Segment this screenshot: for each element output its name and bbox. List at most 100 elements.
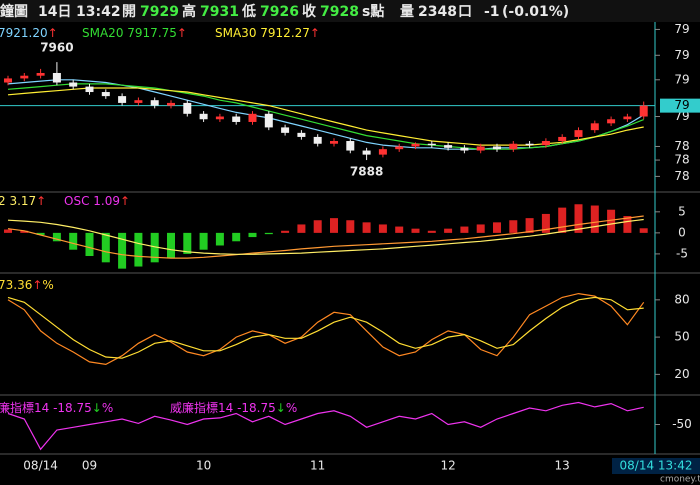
legend-value: 威廉指標14 -18.75 [170, 400, 276, 415]
osc-bar [20, 230, 29, 233]
candle-body [215, 116, 224, 120]
candle-body [330, 141, 338, 144]
legend-name: SMA20 [82, 26, 123, 40]
osc-bar [101, 232, 110, 263]
candle-body [607, 119, 616, 124]
osc-bar [199, 232, 208, 250]
volume-label: 量 [400, 4, 414, 20]
arrow: ↑ [310, 26, 320, 40]
y-tick-label: 78 [674, 153, 689, 167]
osc-bar [509, 220, 518, 233]
series-line [7, 401, 644, 451]
candle-body [525, 143, 534, 146]
candle-body [36, 72, 45, 76]
osc-bar [460, 226, 469, 233]
series-line [7, 79, 645, 150]
candle-body [69, 82, 78, 87]
osc-bar [118, 232, 127, 269]
legend-suffix: % [286, 401, 297, 415]
field-value: 7926 [260, 4, 299, 20]
candle-body [118, 96, 127, 103]
legend-value: 7921.20 [0, 26, 48, 40]
header-title: 鐘圖 [0, 3, 28, 20]
candle-body [264, 113, 273, 128]
y-tick-label: 80 [674, 292, 689, 306]
osc-bar [281, 230, 290, 233]
candle-body [427, 143, 436, 146]
arrow: ↑ [120, 194, 130, 208]
osc-bar [330, 218, 338, 233]
candle-body [297, 132, 306, 137]
unit: s點 [362, 3, 384, 20]
candle-body [378, 149, 387, 155]
x-tick-label: 13 [555, 459, 570, 473]
y-tick-label: 79 [674, 48, 689, 62]
legend-value: OSC 1.09 [64, 194, 120, 208]
x-tick-label: 12 [440, 459, 455, 473]
osc-bar [607, 209, 616, 233]
candle-body [362, 150, 371, 155]
osc-bar [574, 204, 583, 233]
arrow: ↑ [177, 26, 187, 40]
volume: 2348 [418, 4, 457, 20]
y-tick-label: -50 [672, 417, 692, 431]
candle-body [52, 72, 61, 83]
y-tick-label: 78 [674, 169, 689, 183]
osc-bar [590, 205, 599, 233]
y-tick-label: 78 [674, 139, 689, 153]
candle-body [574, 130, 583, 137]
osc-bar [362, 222, 371, 233]
y-tick-label: 79 [674, 22, 689, 36]
annotation: 7960 [40, 41, 73, 55]
cursor-box [612, 458, 700, 474]
osc-bar [639, 228, 648, 233]
candle-body [541, 141, 550, 146]
osc-bar [52, 232, 61, 242]
candle-body [4, 78, 12, 83]
legend-name: SMA30 [215, 26, 256, 40]
arrow: ↑ [48, 26, 58, 40]
osc-bar [558, 207, 567, 233]
candle-body [248, 113, 257, 122]
field-label: 收 [302, 3, 317, 20]
candle-body [346, 141, 355, 151]
watermark: cmoney.tw [660, 475, 700, 485]
legend: 7921.20↑ SMA20 7917.75↑ SMA30 7912.27↑ [0, 26, 320, 40]
legend-value: 73.36 [0, 278, 32, 292]
candle-body [232, 116, 241, 122]
field-label: 高 [182, 3, 196, 20]
candle-body [20, 75, 29, 79]
osc-bar [150, 232, 159, 263]
y-tick-label: 5 [678, 204, 686, 218]
x-tick-label: 09 [82, 459, 97, 473]
header-day: 14日 [38, 4, 71, 20]
candle-body [134, 100, 143, 103]
current-price-label: 79 [674, 98, 689, 112]
osc-bar [541, 213, 550, 233]
series-line [7, 87, 644, 146]
osc-bar [427, 230, 436, 233]
candle-body [281, 127, 290, 133]
osc-bar [232, 232, 241, 242]
legend-value: 廉指標14 -18.75 [0, 400, 92, 415]
arrow: ↑ [36, 194, 46, 208]
osc-bar [248, 232, 257, 238]
osc-bar [297, 224, 306, 233]
osc-bar [378, 224, 387, 233]
series-line [7, 292, 645, 366]
header-time: 13:42 [76, 4, 121, 20]
osc-bar [411, 228, 420, 233]
arrow: ↓ [276, 401, 286, 415]
y-tick-label: -5 [676, 246, 688, 260]
candle-body [85, 86, 94, 93]
x-tick-label: 11 [310, 459, 325, 473]
osc-bar [4, 229, 12, 233]
osc-bar [134, 232, 143, 267]
series-line [7, 296, 644, 359]
y-tick-label: 20 [674, 367, 689, 381]
x-tick-label: 10 [196, 459, 211, 473]
osc-bar [493, 222, 501, 233]
candle-body [493, 146, 501, 150]
candle-body [444, 145, 453, 148]
candle-body [639, 105, 648, 117]
